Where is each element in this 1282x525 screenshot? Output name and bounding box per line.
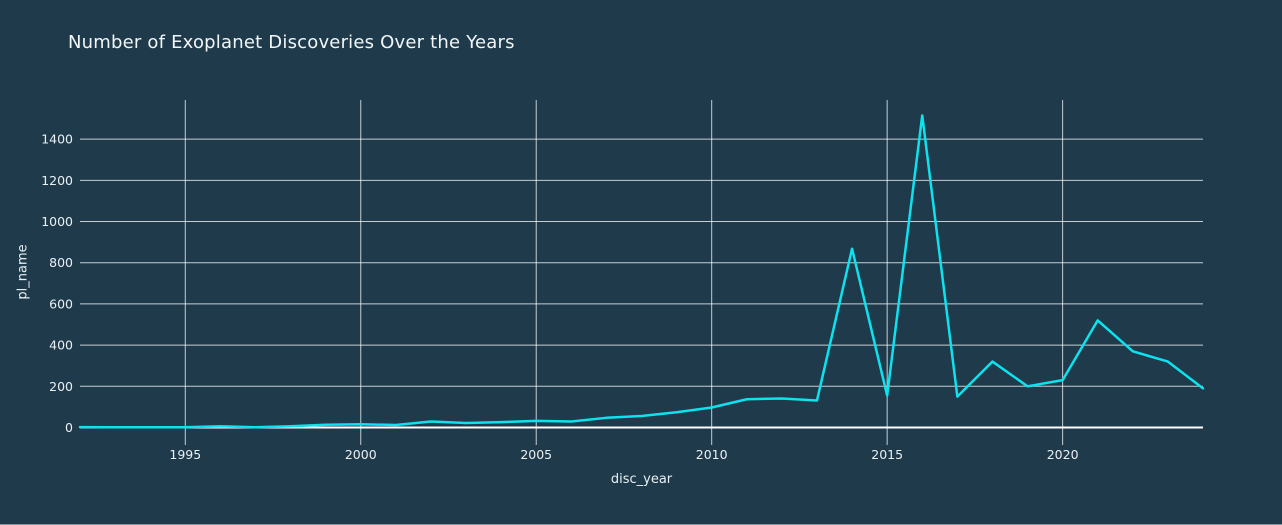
y-tick-label: 400 — [49, 338, 73, 353]
y-tick-label: 0 — [65, 420, 73, 435]
y-tick-label: 1200 — [41, 173, 73, 188]
x-tick-label: 2020 — [1047, 447, 1079, 462]
x-tick-label: 2010 — [696, 447, 728, 462]
y-tick-label: 800 — [49, 255, 73, 270]
y-tick-label: 1400 — [41, 132, 73, 147]
y-tick-label: 1000 — [41, 214, 73, 229]
y-tick-label: 200 — [49, 379, 73, 394]
x-axis-title: disc_year — [610, 472, 673, 487]
x-tick-label: 2015 — [871, 447, 903, 462]
data-line-series — [78, 114, 1205, 429]
chart-title: Number of Exoplanet Discoveries Over the… — [68, 32, 515, 53]
y-tick-label: 600 — [49, 296, 73, 311]
y-axis-title: pl_name — [15, 244, 31, 300]
x-tick-label: 2000 — [345, 447, 377, 462]
x-tick-label: 1995 — [169, 447, 201, 462]
x-tick-label: 2005 — [520, 447, 552, 462]
